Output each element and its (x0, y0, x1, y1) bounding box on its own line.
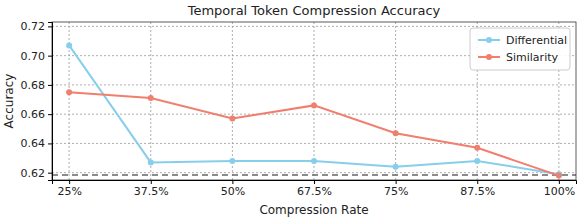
tick-label: 37.5% (134, 185, 169, 198)
legend: Differential Similarity (470, 28, 570, 70)
tick-label: 25% (57, 185, 81, 198)
tick-label: 0.62 (21, 167, 46, 180)
tick: 0.66 (21, 108, 53, 121)
reference-line (52, 174, 576, 176)
marker (66, 42, 72, 48)
axis-line (48, 23, 53, 181)
tick-label: 0.72 (21, 20, 46, 33)
grid (52, 22, 576, 180)
tick-mark (314, 180, 315, 184)
title: Temporal Token Compression Accuracy (187, 3, 441, 18)
tick: 100% (544, 180, 575, 198)
tick: 0.62 (21, 167, 53, 180)
frame (52, 22, 576, 180)
tick-mark (69, 180, 70, 184)
tick: 25% (57, 180, 81, 198)
marker (311, 102, 317, 108)
marker (148, 95, 154, 101)
marker (311, 158, 317, 164)
marker (66, 89, 72, 95)
x-axis-title: Compression Rate (259, 203, 368, 217)
tick-mark (48, 114, 52, 115)
tick-mark (232, 180, 233, 184)
tick-label: 0.64 (21, 137, 46, 150)
tick-mark (477, 180, 478, 184)
tick-label: 0.68 (21, 79, 46, 92)
legend-swatch (486, 54, 492, 60)
legend-label: Similarity (506, 51, 558, 64)
tick: 0.72 (21, 20, 53, 33)
tick-mark (559, 180, 560, 184)
tick-mark (396, 180, 397, 184)
tick-label: 75% (384, 185, 408, 198)
marker (393, 130, 399, 136)
tick-label: 0.66 (21, 108, 46, 121)
marker (229, 158, 235, 164)
tick-mark (48, 26, 52, 27)
tick-mark (48, 173, 52, 174)
grid-line (52, 84, 576, 85)
tick: 0.68 (21, 79, 53, 92)
series-line (69, 92, 559, 175)
axis-line (53, 181, 577, 185)
tick: 87.5% (460, 180, 495, 198)
marker (148, 159, 154, 165)
x-axis: 25% 37.5% 50% 67.5% 75% 87.5% 100% (53, 180, 577, 198)
tick-mark (48, 143, 52, 144)
tick: 37.5% (134, 180, 169, 198)
grid-line (395, 22, 396, 180)
marker (229, 116, 235, 122)
marker (474, 158, 480, 164)
y-axis: 0.62 0.64 0.66 0.68 0.70 0.72 (21, 20, 53, 180)
y-axis-title: Accuracy (2, 74, 16, 129)
plot: 0.62 0.64 0.66 0.68 0.70 0.72 25% 37.5% 50% 67.5%… (21, 20, 577, 197)
tick: 0.70 (21, 50, 53, 63)
tick-label: 67.5% (297, 185, 332, 198)
tick-label: 87.5% (460, 185, 495, 198)
tick-label: 50% (221, 185, 245, 198)
chart: 0.62 0.64 0.66 0.68 0.70 0.72 25% 37.5% 50% 67.5%… (0, 0, 582, 218)
tick-mark (48, 85, 52, 86)
marker (556, 173, 562, 179)
marker (474, 145, 480, 151)
marker (393, 164, 399, 170)
tick-label: 0.70 (21, 50, 46, 63)
tick: 67.5% (297, 180, 332, 198)
tick-mark (151, 180, 152, 184)
grid-line (52, 172, 576, 173)
legend-box (470, 28, 570, 70)
tick-mark (48, 56, 52, 57)
tick-label: 100% (544, 185, 575, 198)
grid-line (314, 22, 315, 180)
tick: 75% (384, 180, 408, 198)
tick: 50% (221, 180, 245, 198)
tick: 0.64 (21, 137, 53, 150)
grid-line (232, 22, 233, 180)
legend-label: Differential (506, 34, 567, 47)
legend-swatch (486, 37, 492, 43)
